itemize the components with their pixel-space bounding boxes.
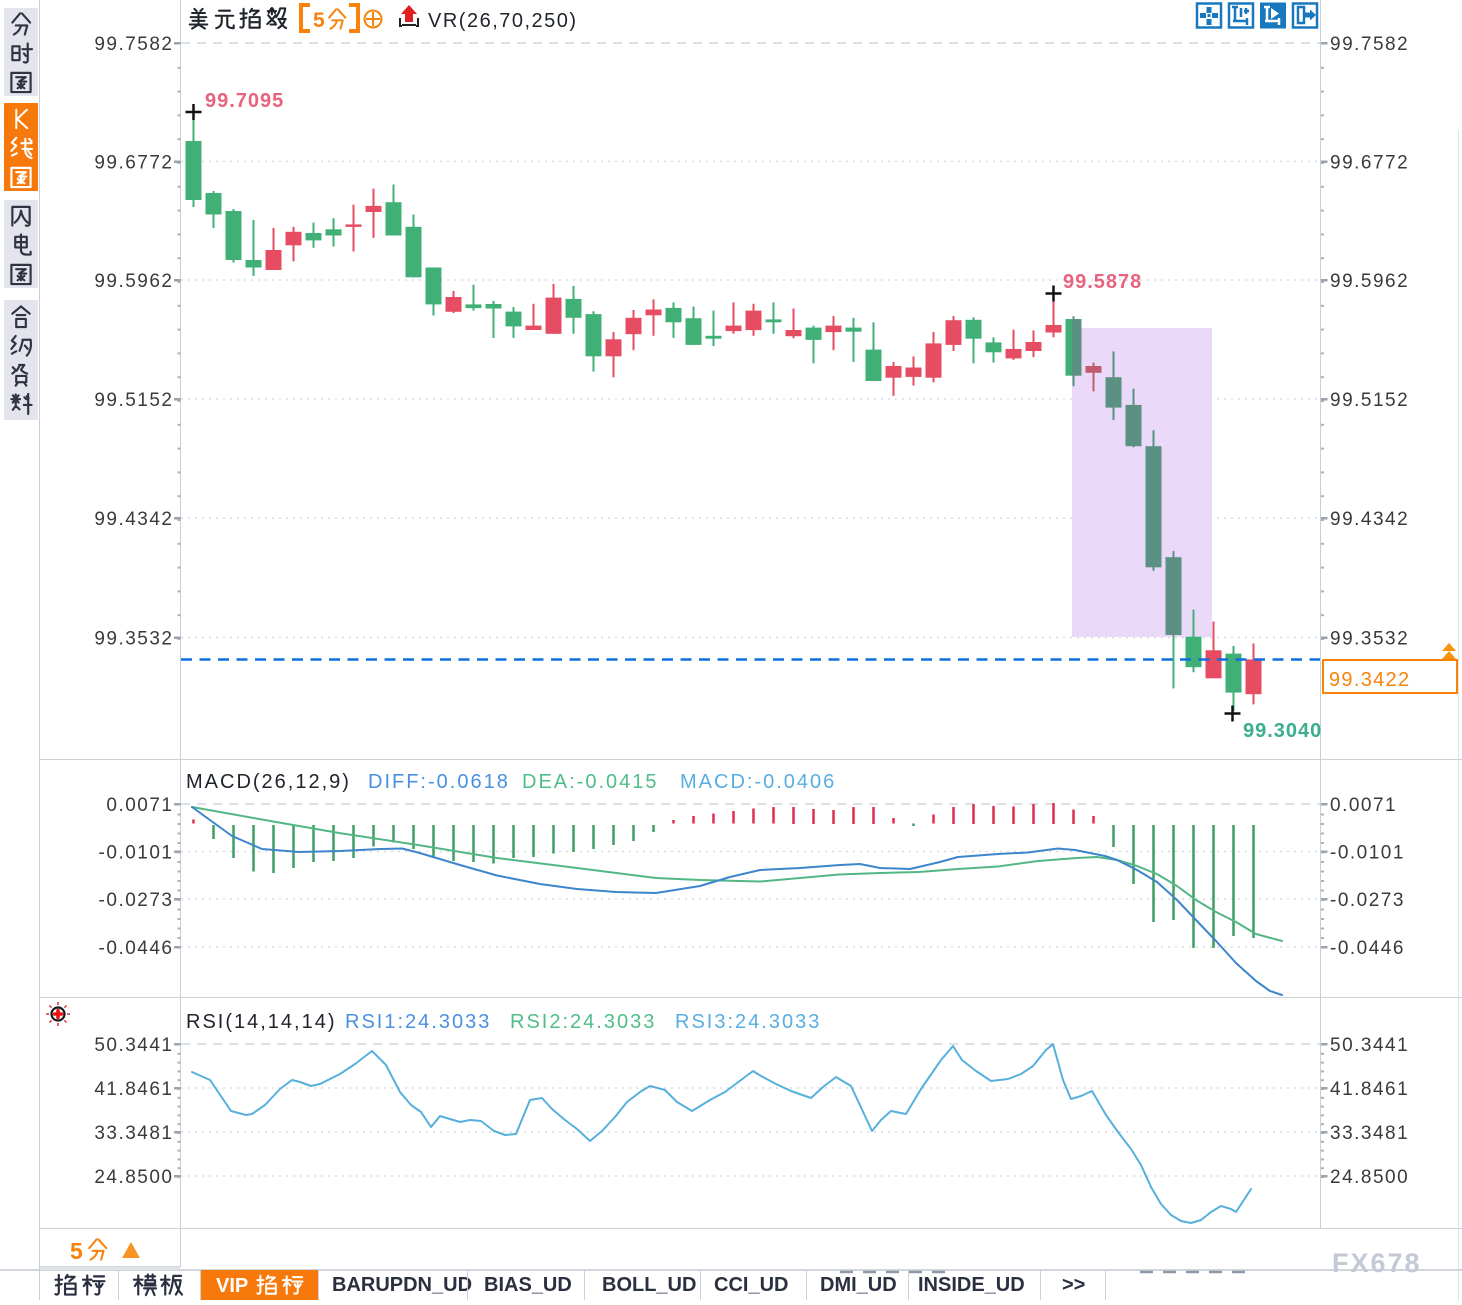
svg-text:VIP: VIP [216,1275,248,1297]
svg-text:MACD(26,12,9): MACD(26,12,9) [186,771,351,793]
svg-text:-0.0101: -0.0101 [99,843,174,864]
svg-text:DEA:-0.0415: DEA:-0.0415 [522,771,659,793]
svg-text:24.8500: 24.8500 [94,1167,173,1188]
svg-text:>>: >> [1062,1274,1085,1296]
svg-text:99.7582: 99.7582 [1330,34,1409,55]
svg-text:99.5152: 99.5152 [94,390,173,411]
svg-text:99.3532: 99.3532 [94,629,173,650]
svg-text:41.8461: 41.8461 [94,1079,173,1100]
svg-text:BARUPDN_UD: BARUPDN_UD [332,1274,472,1296]
svg-text:50.3441: 50.3441 [94,1035,173,1056]
svg-text:DIFF:-0.0618: DIFF:-0.0618 [368,771,510,793]
svg-text:DMI_UD: DMI_UD [820,1274,897,1296]
svg-text:RSI(14,14,14): RSI(14,14,14) [186,1011,337,1033]
svg-text:33.3481: 33.3481 [94,1123,173,1144]
svg-text:BOLL_UD: BOLL_UD [602,1274,696,1296]
svg-text:5: 5 [313,9,325,32]
svg-text:24.8500: 24.8500 [1330,1167,1409,1188]
svg-text:VR(26,70,250): VR(26,70,250) [428,10,578,32]
svg-text:33.3481: 33.3481 [1330,1123,1409,1144]
svg-text:-0.0446: -0.0446 [99,938,174,959]
svg-text:99.3040: 99.3040 [1243,720,1322,742]
svg-text:99.7582: 99.7582 [94,34,173,55]
svg-text:50.3441: 50.3441 [1330,1035,1409,1056]
svg-text:99.6772: 99.6772 [94,153,173,174]
svg-text:RSI3:24.3033: RSI3:24.3033 [675,1011,821,1033]
svg-text:CCI_UD: CCI_UD [714,1274,788,1296]
svg-text:99.3422: 99.3422 [1329,669,1410,691]
svg-text:MACD:-0.0406: MACD:-0.0406 [680,771,836,793]
svg-text:99.5878: 99.5878 [1063,271,1142,293]
svg-text:99.4342: 99.4342 [94,509,173,530]
svg-text:0.0071: 0.0071 [106,795,173,816]
svg-text:99.7095: 99.7095 [205,90,284,112]
svg-text:-0.0273: -0.0273 [99,890,174,911]
svg-text:0.0071: 0.0071 [1330,795,1397,816]
svg-text:99.4342: 99.4342 [1330,509,1409,530]
svg-text:-0.0446: -0.0446 [1330,938,1405,959]
svg-text:99.3532: 99.3532 [1330,629,1409,650]
svg-text:-0.0101: -0.0101 [1330,843,1405,864]
svg-text:RSI2:24.3033: RSI2:24.3033 [510,1011,656,1033]
svg-text:99.5962: 99.5962 [1330,271,1409,292]
svg-text:FX678: FX678 [1332,1248,1422,1278]
svg-text:99.6772: 99.6772 [1330,153,1409,174]
svg-text:5: 5 [70,1238,83,1264]
svg-text:RSI1:24.3033: RSI1:24.3033 [345,1011,491,1033]
svg-text:99.5962: 99.5962 [94,271,173,292]
svg-text:99.5152: 99.5152 [1330,390,1409,411]
svg-text:BIAS_UD: BIAS_UD [484,1274,572,1296]
svg-text:INSIDE_UD: INSIDE_UD [918,1274,1025,1296]
svg-text:41.8461: 41.8461 [1330,1079,1409,1100]
svg-text:-0.0273: -0.0273 [1330,890,1405,911]
